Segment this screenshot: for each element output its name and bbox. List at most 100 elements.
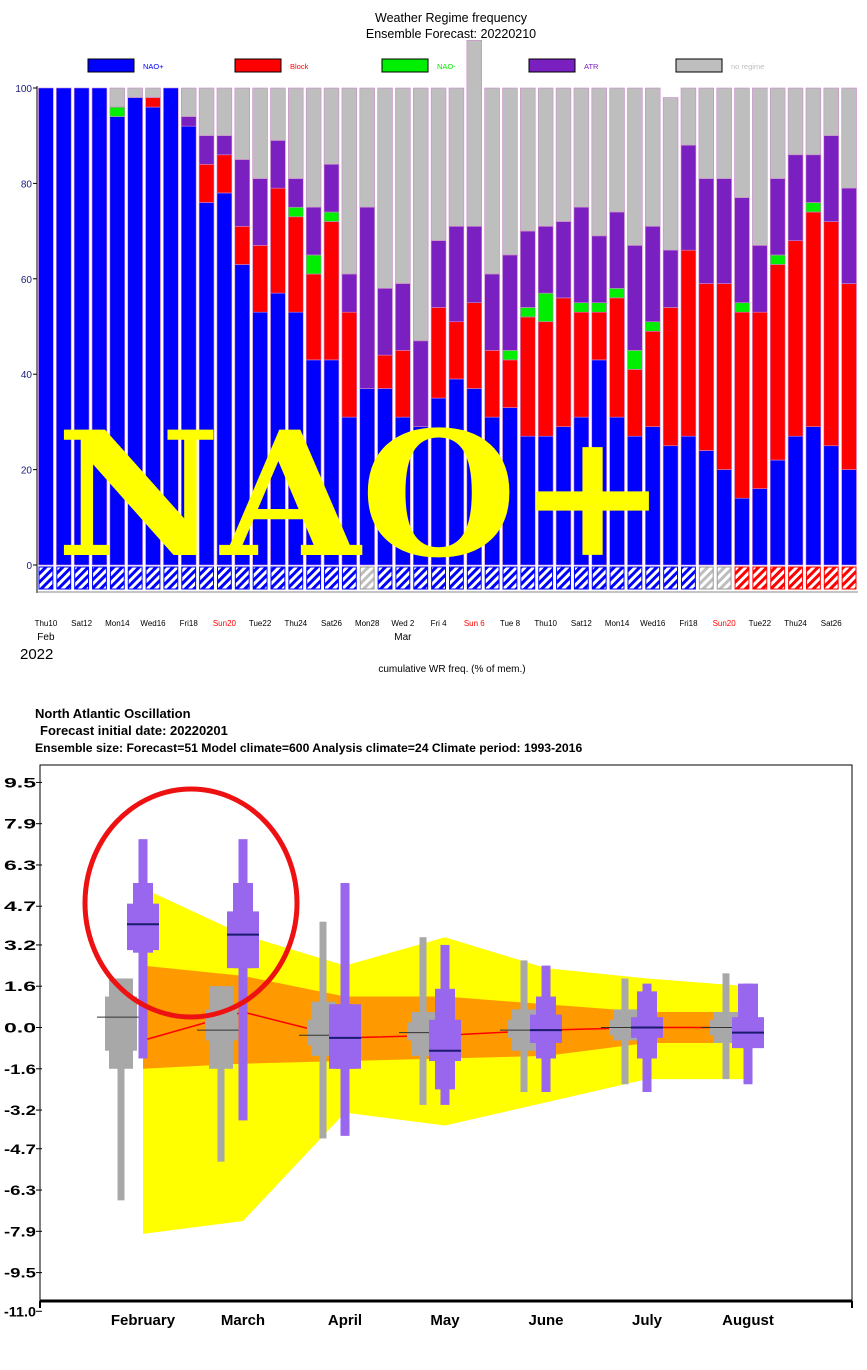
bar-segment — [805, 87, 822, 156]
bar-segment — [466, 302, 482, 389]
bar-segment — [769, 254, 786, 265]
regime-strip-cell — [698, 566, 714, 590]
bar-segment — [609, 288, 625, 299]
bar-segment — [127, 87, 143, 98]
highlight-circle — [82, 786, 300, 1020]
bar-segment — [270, 140, 286, 189]
bar-segment — [466, 226, 482, 303]
bottom-chart-title: North Atlantic Oscillation — [35, 706, 191, 721]
y-tick-label: -6.3 — [4, 1182, 36, 1198]
y-tick-label: 0 — [26, 561, 32, 572]
bar-segment — [716, 87, 732, 179]
regime-strip-cell — [466, 566, 482, 590]
bar-segment — [341, 273, 358, 313]
bar-segment — [645, 321, 661, 332]
bar-segment — [145, 97, 161, 108]
x-tick-label: Wed 2 — [391, 619, 415, 628]
regime-strip-cell — [395, 566, 411, 590]
bar-segment — [716, 283, 732, 470]
legend-swatch-no-regime — [675, 58, 723, 73]
bar-segment — [38, 87, 54, 566]
bar-segment — [395, 87, 411, 284]
x-tick-label: Thu10 — [35, 619, 58, 628]
top-chart-title: Weather Regime frequency — [375, 11, 528, 25]
bar-segment — [662, 249, 679, 308]
bar-segment — [805, 211, 822, 427]
bar-segment — [502, 350, 518, 361]
bar-segment — [484, 87, 500, 275]
model-climate-whisker — [117, 978, 125, 1201]
y-tick-label: -7.9 — [4, 1223, 36, 1239]
bottom-plot-area: 9.5 7.9 6.3 4.7 3.2 1.6 0.0 -1.6 -3.2 -4.7 -6.3 -7.… — [4, 764, 853, 1329]
bar-segment — [502, 87, 518, 256]
bar-segment — [680, 87, 697, 146]
legend-swatch-nao- — [87, 58, 135, 73]
bar-segment — [769, 459, 786, 566]
x-tick-label: Sat26 — [821, 619, 842, 628]
bar-segment — [288, 178, 304, 208]
bar-segment — [787, 154, 804, 241]
bar-segment — [627, 87, 643, 246]
x-category-label: August — [722, 1312, 774, 1329]
x-category-label: March — [221, 1312, 265, 1329]
x-tick-label: Tue 8 — [500, 619, 521, 628]
bar-segment — [484, 273, 500, 351]
regime-strip-cell — [109, 566, 125, 590]
bar-segment — [252, 178, 268, 246]
bar-segment — [662, 97, 679, 251]
regime-strip-cell — [359, 566, 375, 590]
bar-segment — [305, 273, 322, 361]
year-label: 2022 — [20, 646, 53, 663]
regime-strip-cell — [752, 566, 768, 590]
regime-strip-cell — [56, 566, 72, 590]
regime-strip-cell — [645, 566, 661, 590]
x-tick-label: Fri18 — [180, 619, 199, 628]
x-tick-label: Sat12 — [571, 619, 592, 628]
bar-segment — [288, 206, 304, 218]
bar-segment — [769, 264, 786, 461]
y-tick-label: 20 — [21, 466, 33, 477]
x-tick-label: Sun 6 — [464, 619, 485, 628]
legend-label: NAO- — [437, 62, 456, 71]
x-category-label: April — [328, 1312, 362, 1329]
bar-segment — [234, 226, 250, 265]
bar-segment — [323, 221, 340, 361]
bar-segment — [466, 39, 482, 227]
regime-strip-cell — [484, 566, 500, 590]
bar-segment — [56, 87, 72, 566]
model-climate-inner-box — [105, 996, 137, 1051]
bar-segment — [609, 211, 625, 289]
nao-plus-overlay-text: NAO+ — [56, 393, 668, 596]
bar-segment — [234, 159, 250, 227]
bar-segment — [787, 240, 804, 437]
x-tick-label: Wed16 — [140, 619, 166, 628]
bar-segment — [734, 197, 750, 303]
bar-segment — [734, 311, 750, 499]
bar-segment — [145, 87, 161, 98]
regime-strip-cell — [216, 566, 232, 590]
bar-segment — [823, 445, 839, 566]
regime-strip-cell — [734, 566, 750, 590]
forecast-inner-box — [329, 1004, 361, 1069]
regime-strip-cell — [556, 566, 571, 590]
bar-segment — [180, 87, 197, 117]
x-tick-label: Sat12 — [71, 619, 92, 628]
bar-segment — [823, 221, 839, 447]
bar-segment — [520, 230, 536, 308]
top-plot-area: 0 20 40 60 80 100 Thu10 Sat12 Mon14 Wed16 Fri18 Sun… — [15, 39, 858, 643]
bar-segment — [573, 302, 590, 313]
legend-label: NAO+ — [143, 62, 164, 71]
regime-strip-cell — [573, 566, 589, 590]
y-tick-label: 60 — [21, 275, 33, 286]
regime-strip-cell — [199, 566, 214, 590]
bar-segment — [752, 311, 768, 489]
forecast-whisker — [238, 839, 248, 1121]
y-tick-label: -3.2 — [4, 1102, 36, 1118]
bar-segment — [734, 302, 750, 313]
y-tick-label: 6.3 — [4, 857, 36, 873]
bar-segment — [645, 226, 661, 323]
x-tick-label: Sun20 — [213, 619, 237, 628]
regime-strip-cell — [609, 566, 625, 590]
bar-segment — [680, 249, 697, 437]
